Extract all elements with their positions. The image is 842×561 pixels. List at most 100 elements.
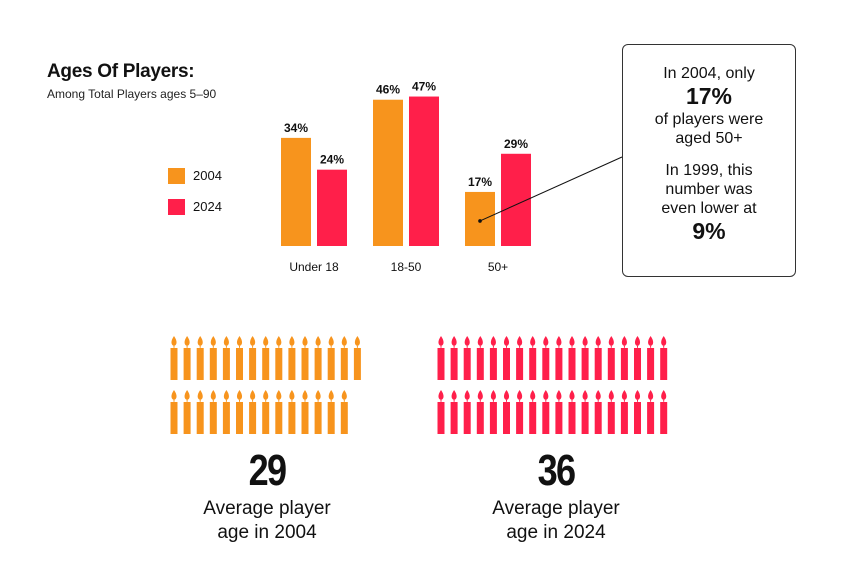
callout-pointer-dot: [478, 219, 482, 223]
candle-icon: [450, 336, 458, 380]
callout-line: even lower at: [661, 200, 757, 217]
candle-icon: [222, 390, 230, 434]
callout-pointer: [479, 156, 623, 222]
candle-icon: [327, 336, 335, 380]
candle-icon: [568, 390, 576, 434]
chart-title: Ages Of Players:: [47, 61, 195, 82]
candle-icon: [634, 336, 641, 380]
candle-icon: [660, 336, 668, 380]
candle-icon: [170, 336, 178, 380]
bar-2024-18-50: [409, 96, 439, 246]
candle-icon: [236, 390, 243, 434]
data-label: 24%: [320, 153, 344, 167]
candle-icon: [476, 336, 484, 380]
stat-line: age in 2004: [217, 522, 317, 543]
candle-icon: [262, 390, 270, 434]
category-label: 18-50: [391, 260, 422, 274]
candle-icon: [222, 336, 230, 380]
legend-label-2004: 2004: [193, 168, 222, 183]
candle-icon: [275, 336, 283, 380]
average-age-2024-value: 36: [537, 446, 577, 495]
candle-icon: [647, 336, 655, 380]
candle-icon: [437, 390, 445, 434]
stat-line: Average player: [203, 498, 331, 519]
bar-2004-under-18: [281, 137, 311, 246]
candle-icon: [607, 336, 615, 380]
candle-icon: [542, 336, 550, 380]
candle-icon: [183, 390, 191, 434]
candle-icon: [542, 390, 550, 434]
candle-icon: [568, 336, 576, 380]
candle-icon: [594, 336, 602, 380]
candle-icon: [249, 390, 257, 434]
candle-icon: [209, 336, 217, 380]
candle-icon: [503, 390, 510, 434]
candle-icon: [301, 336, 309, 380]
candle-icon: [170, 390, 178, 434]
bar-2004-18-50: [373, 99, 403, 246]
candle-icon: [196, 336, 204, 380]
candle-icon: [620, 390, 628, 434]
data-label: 34%: [284, 121, 308, 135]
callout-highlight: 9%: [692, 218, 726, 244]
candle-icon: [463, 336, 471, 380]
legend-swatch-2004: [168, 168, 185, 184]
candle-icon: [529, 390, 537, 434]
candle-icon: [340, 390, 348, 434]
candle-icon: [634, 390, 641, 434]
candle-icon: [647, 390, 655, 434]
candle-icon: [183, 336, 191, 380]
candle-icon: [314, 390, 322, 434]
candle-icon: [607, 390, 615, 434]
candle-icon: [529, 336, 537, 380]
candle-icon: [314, 336, 322, 380]
average-age-2024-label: Average player age in 2024: [436, 497, 676, 545]
candle-icon: [249, 336, 257, 380]
callout-line: of players were: [654, 111, 764, 128]
data-label: 47%: [412, 80, 436, 94]
candle-icon: [262, 336, 270, 380]
data-label: 46%: [376, 83, 400, 97]
callout-box: In 2004, only 17% of players were aged 5…: [622, 44, 796, 277]
average-age-2004-value: 29: [248, 446, 288, 495]
candle-icon: [594, 390, 602, 434]
candle-icon: [503, 336, 510, 380]
callout-line: In 1999, this: [665, 162, 753, 179]
callout-line: aged 50+: [675, 130, 743, 147]
candle-icon: [489, 336, 497, 380]
legend-swatch-2024: [168, 199, 185, 215]
candle-icon: [340, 336, 348, 380]
candle-icon: [437, 336, 445, 380]
candle-icon: [209, 390, 217, 434]
candle-icon: [450, 390, 458, 434]
data-label: 17%: [468, 175, 492, 189]
candle-icon: [555, 390, 563, 434]
callout-line: In 2004, only: [663, 65, 755, 82]
candle-icon: [236, 336, 243, 380]
candle-icon: [275, 390, 283, 434]
bar-2004-50-: [465, 191, 495, 246]
stat-line: age in 2024: [506, 522, 606, 543]
data-label: 29%: [504, 137, 528, 151]
category-label: 50+: [488, 260, 508, 274]
category-label: Under 18: [289, 260, 339, 274]
candle-icon: [516, 390, 524, 434]
candle-icon: [196, 390, 204, 434]
legend-label-2024: 2024: [193, 199, 222, 214]
candle-icon: [476, 390, 484, 434]
candle-icon: [660, 390, 668, 434]
candle-icon: [489, 390, 497, 434]
candle-icon: [581, 336, 589, 380]
callout-line: number was: [665, 181, 753, 198]
candles-2004-group: [170, 336, 361, 434]
candle-icon: [327, 390, 335, 434]
candle-icon: [516, 336, 524, 380]
candle-icon: [620, 336, 628, 380]
candle-icon: [581, 390, 589, 434]
chart-subtitle: Among Total Players ages 5–90: [47, 87, 217, 101]
candle-icon: [301, 390, 309, 434]
average-age-2004-label: Average player age in 2004: [147, 497, 387, 545]
callout-highlight: 17%: [685, 83, 733, 109]
candle-icon: [353, 336, 361, 380]
bar-2024-under-18: [317, 169, 347, 246]
